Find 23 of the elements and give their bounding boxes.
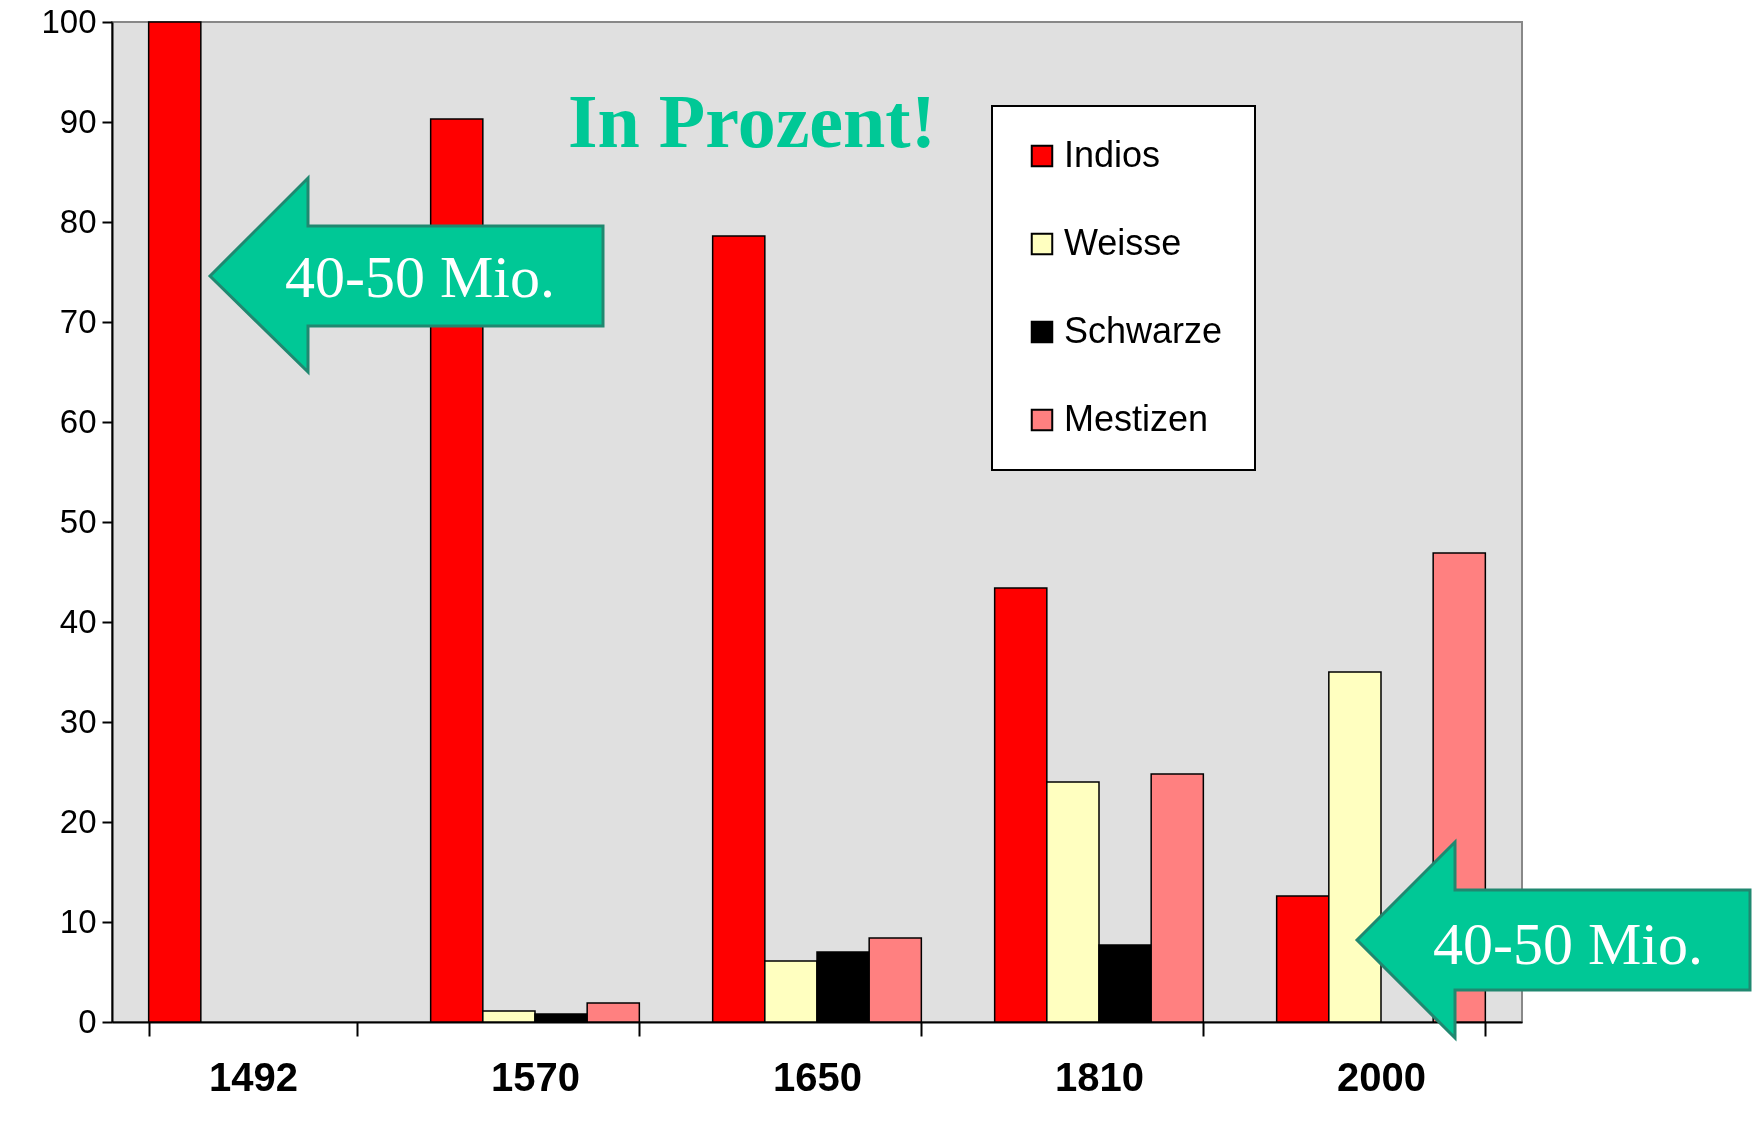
legend-label: Mestizen [1064,398,1209,439]
annotation: 40-50 Mio. [1433,910,1703,979]
y-tick-label: 0 [78,1002,97,1040]
y-tick-label: 70 [59,302,97,340]
y-tick-label: 50 [59,502,97,540]
annotation: In Prozent! [568,78,936,165]
y-tick-label: 100 [41,2,97,40]
y-tick-label: 10 [59,902,97,940]
x-tick-label: 2000 [1337,1054,1426,1099]
y-tick-label: 90 [59,102,97,140]
x-tick-label: 1810 [1055,1054,1144,1099]
legend-label: Indios [1064,134,1161,175]
y-tick-label: 20 [59,802,97,840]
legend-label: Weisse [1064,222,1182,263]
x-tick-label: 1570 [491,1054,580,1099]
y-tick-label: 60 [59,402,97,440]
y-tick-label: 40 [59,602,97,640]
y-tick-label: 80 [59,202,97,240]
legend-label: Schwarze [1064,310,1223,351]
annotation: 40-50 Mio. [285,243,555,312]
x-tick-label: 1650 [773,1054,862,1099]
y-tick-label: 30 [59,702,97,740]
x-tick-label: 1492 [209,1054,298,1099]
